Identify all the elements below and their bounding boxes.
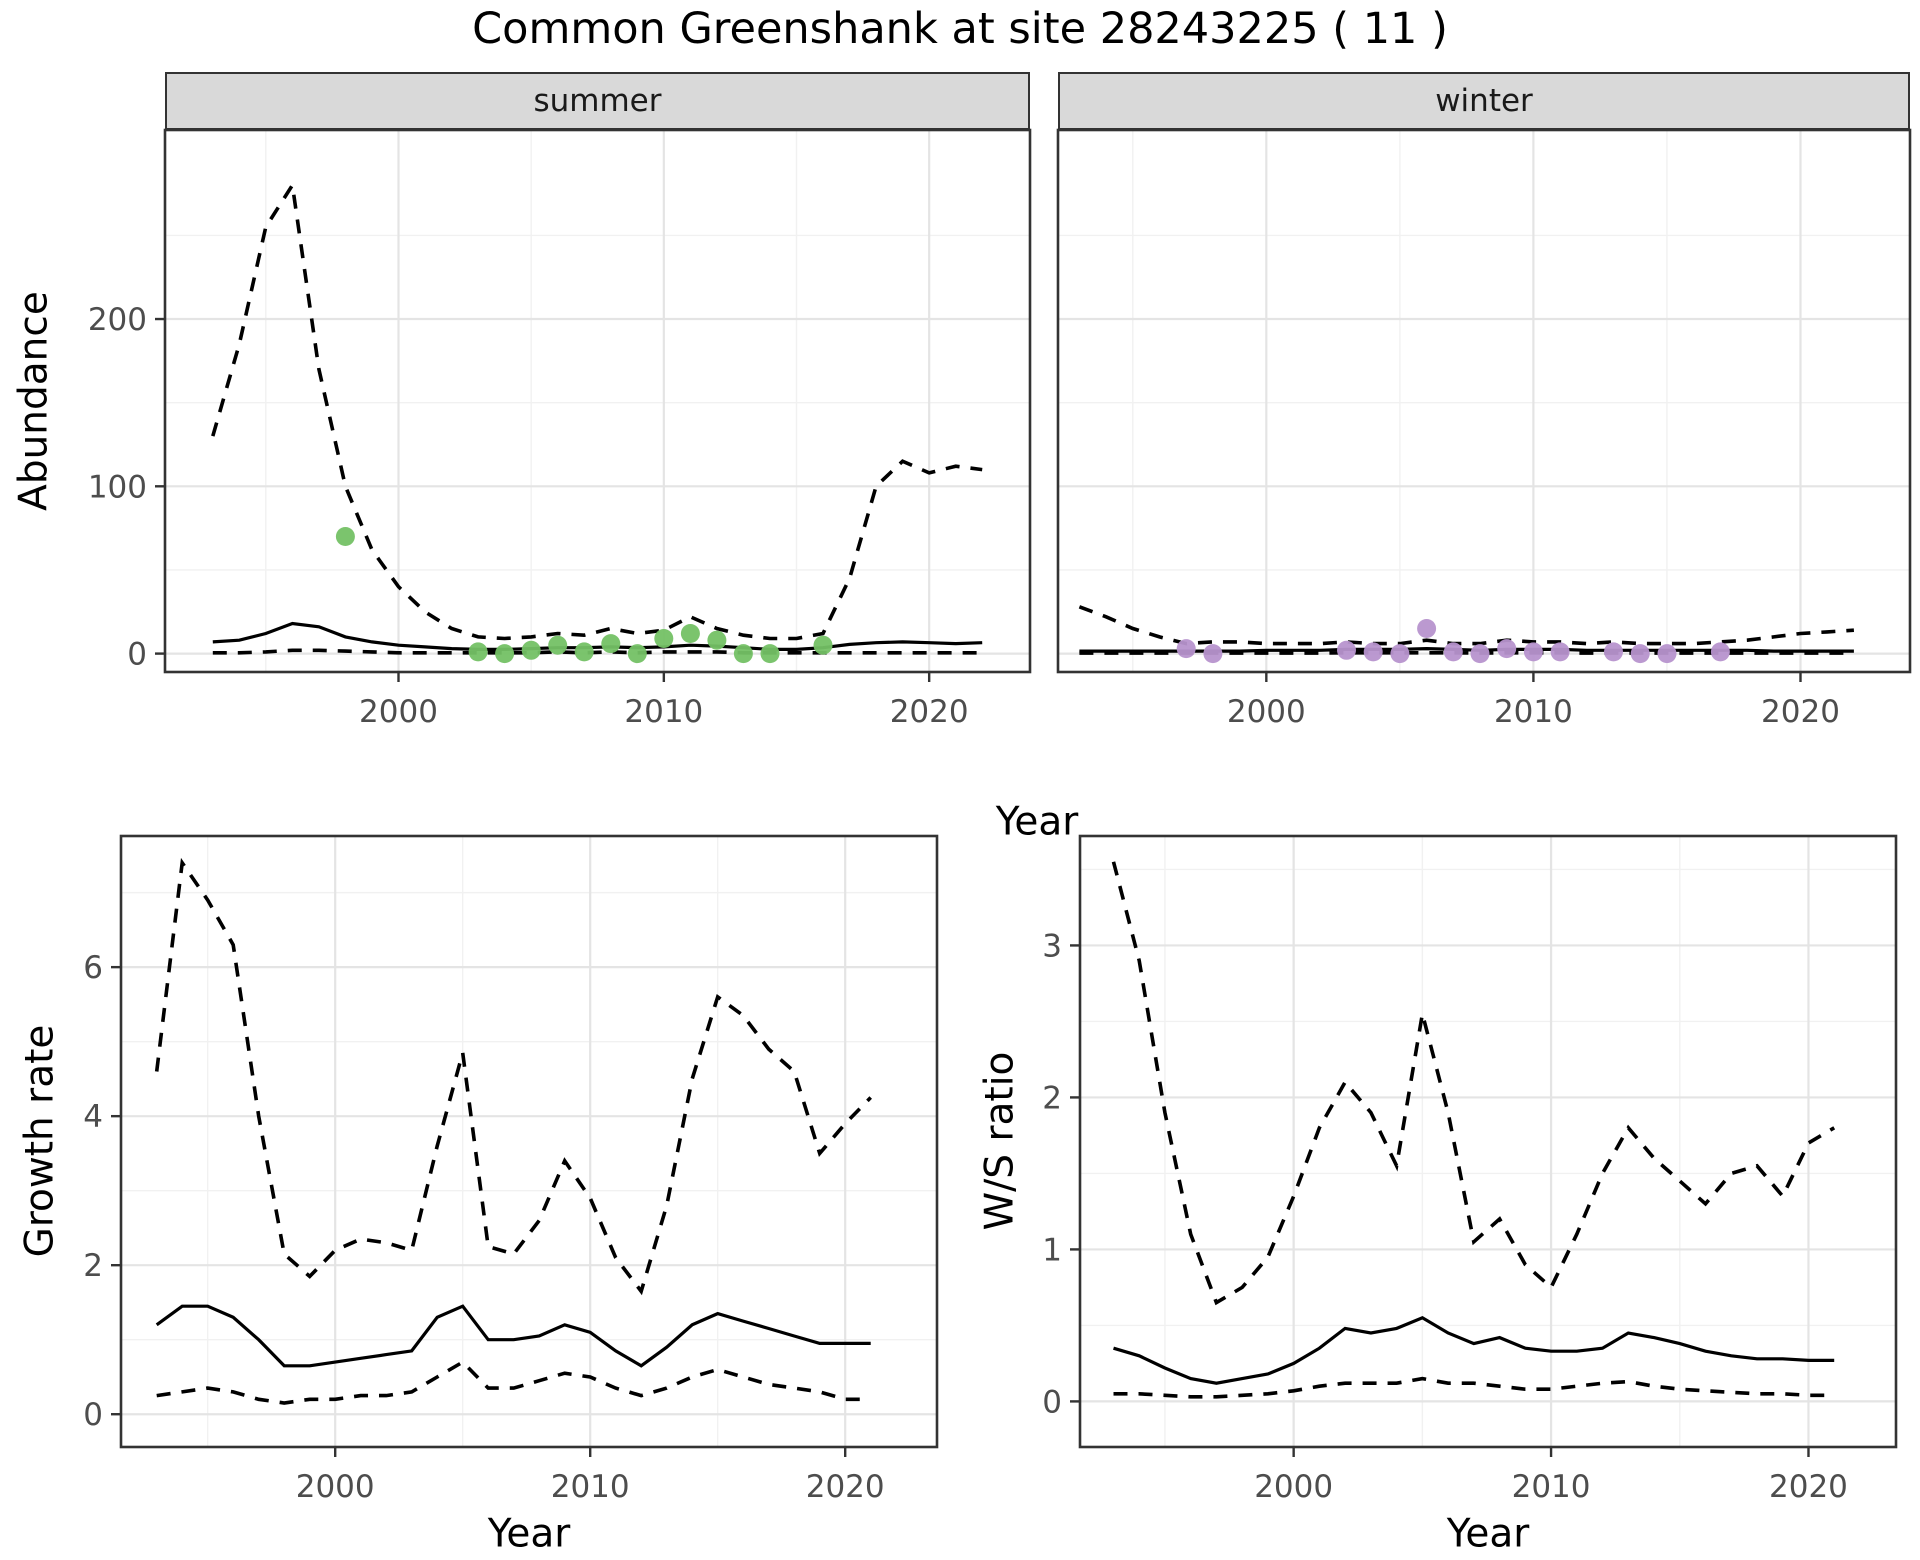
growth-rate-axis-title: Growth rate — [17, 1024, 63, 1258]
panel-abundance-winter: 2000 2010 2020 — [1056, 128, 1912, 730]
facet-strip-winter-label: winter — [1435, 83, 1533, 119]
x-tick-label: 2000 — [296, 1469, 375, 1505]
y-tick-label: 4 — [83, 1099, 103, 1135]
panel-border — [1078, 834, 1898, 1449]
lower_95ci-line — [156, 1359, 871, 1405]
y-tick-label: 3 — [1042, 928, 1062, 964]
observed-counts-summer-point — [468, 642, 488, 662]
lower_95ci-line — [1113, 1376, 1835, 1399]
observed-counts-summer-point — [574, 642, 594, 662]
x-tick-label: 2020 — [1761, 694, 1840, 730]
observed-counts-summer-point — [548, 635, 568, 655]
y-tick-label: 0 — [83, 1397, 103, 1433]
facet-strip-summer: summer — [165, 72, 1030, 130]
x-tick-label: 2020 — [806, 1469, 885, 1505]
panel-background — [1080, 836, 1896, 1447]
top-x-axis-title: Year — [995, 799, 1079, 845]
observed-counts-summer-point — [521, 640, 541, 660]
x-tick-label: 2000 — [1254, 1469, 1333, 1505]
x-tick-label: 2010 — [551, 1469, 630, 1505]
x-tick-label: 2010 — [1494, 694, 1573, 730]
ws-ratio-axis-title: W/S ratio — [977, 1051, 1023, 1231]
observed-counts-winter-point — [1337, 640, 1356, 660]
observed-counts-summer-point — [335, 527, 355, 546]
facet-strip-winter: winter — [1058, 72, 1910, 130]
abundance-axis-title: Abundance — [11, 291, 57, 511]
observed-counts-winter-point — [1630, 644, 1650, 664]
upper_95ci-line — [154, 857, 872, 1296]
upper_95ci-line — [211, 180, 983, 641]
x-tick-label: 2000 — [359, 694, 438, 730]
observed-counts-winter-point — [1710, 642, 1730, 662]
series-group — [154, 857, 872, 1405]
y-tick-label: 0 — [127, 637, 147, 673]
observed-counts-winter-point — [1363, 642, 1383, 662]
observed-counts-winter-point — [1497, 639, 1517, 659]
observed-counts-winter-point — [1443, 642, 1463, 662]
panel-ws-ratio: 2000 2010 2020 0 1 2 3 — [1042, 834, 1898, 1505]
facet-strip-summer-label: summer — [533, 83, 662, 119]
mean-line — [1113, 1316, 1835, 1385]
observed-counts-summer-point — [680, 624, 700, 643]
growth-x-axis-title: Year — [487, 1511, 571, 1557]
observed-counts-winter-point — [1176, 639, 1196, 659]
observed-counts-summer-point — [627, 644, 647, 664]
panel-border — [1056, 128, 1912, 674]
y-tick-label: 200 — [88, 302, 147, 338]
observed-counts-winter-point — [1604, 642, 1623, 662]
observed-counts-summer-point — [760, 644, 780, 664]
observed-counts-winter-point — [1470, 644, 1490, 664]
upper_95ci-line — [1111, 861, 1836, 1306]
mean-line — [212, 621, 983, 651]
y-tick-label: 100 — [88, 469, 147, 505]
observed-counts-summer-point — [707, 630, 727, 650]
observed-counts-summer-point — [654, 629, 674, 648]
panel-border — [119, 834, 939, 1449]
observed-counts-winter-point — [1390, 644, 1410, 664]
series-group — [211, 180, 983, 664]
observed-counts-winter-point — [1657, 644, 1677, 664]
mean-line — [155, 1304, 871, 1368]
x-tick-label: 2020 — [1769, 1469, 1848, 1505]
observed-counts-winter-point — [1550, 642, 1570, 662]
panel-background — [121, 836, 937, 1447]
observed-counts-summer-point — [601, 634, 621, 654]
series-group — [1111, 861, 1836, 1399]
panel-border — [163, 128, 1032, 674]
observed-counts-summer-point — [495, 644, 515, 664]
ws-x-axis-title: Year — [1446, 1511, 1530, 1557]
panel-background — [1058, 130, 1910, 672]
panel-growth-rate: 2000 2010 2020 0 2 4 6 — [83, 834, 939, 1505]
observed-counts-winter-point — [1203, 644, 1223, 664]
y-tick-label: 0 — [1042, 1384, 1062, 1420]
series-group — [1078, 605, 1855, 664]
panel-background — [165, 130, 1030, 672]
x-tick-label: 2020 — [890, 694, 969, 730]
observed-counts-summer-point — [733, 644, 753, 664]
observed-counts-summer-point — [813, 635, 833, 655]
x-tick-label: 2000 — [1227, 694, 1306, 730]
observed-counts-winter-point — [1523, 642, 1543, 662]
observed-counts-winter-point — [1417, 619, 1437, 638]
x-tick-label: 2010 — [1512, 1469, 1591, 1505]
panel-abundance-summer: 2000 2010 2020 0 100 200 — [88, 128, 1032, 730]
y-tick-label: 1 — [1042, 1232, 1062, 1268]
y-tick-label: 6 — [83, 950, 103, 986]
lower_95ci-line — [212, 648, 983, 655]
figure-title: Common Greenshank at site 28243225 ( 11 … — [472, 4, 1448, 54]
y-tick-label: 2 — [1042, 1080, 1062, 1116]
y-tick-label: 2 — [83, 1248, 103, 1284]
x-tick-label: 2010 — [624, 694, 703, 730]
upper_95ci-line — [1078, 605, 1855, 646]
